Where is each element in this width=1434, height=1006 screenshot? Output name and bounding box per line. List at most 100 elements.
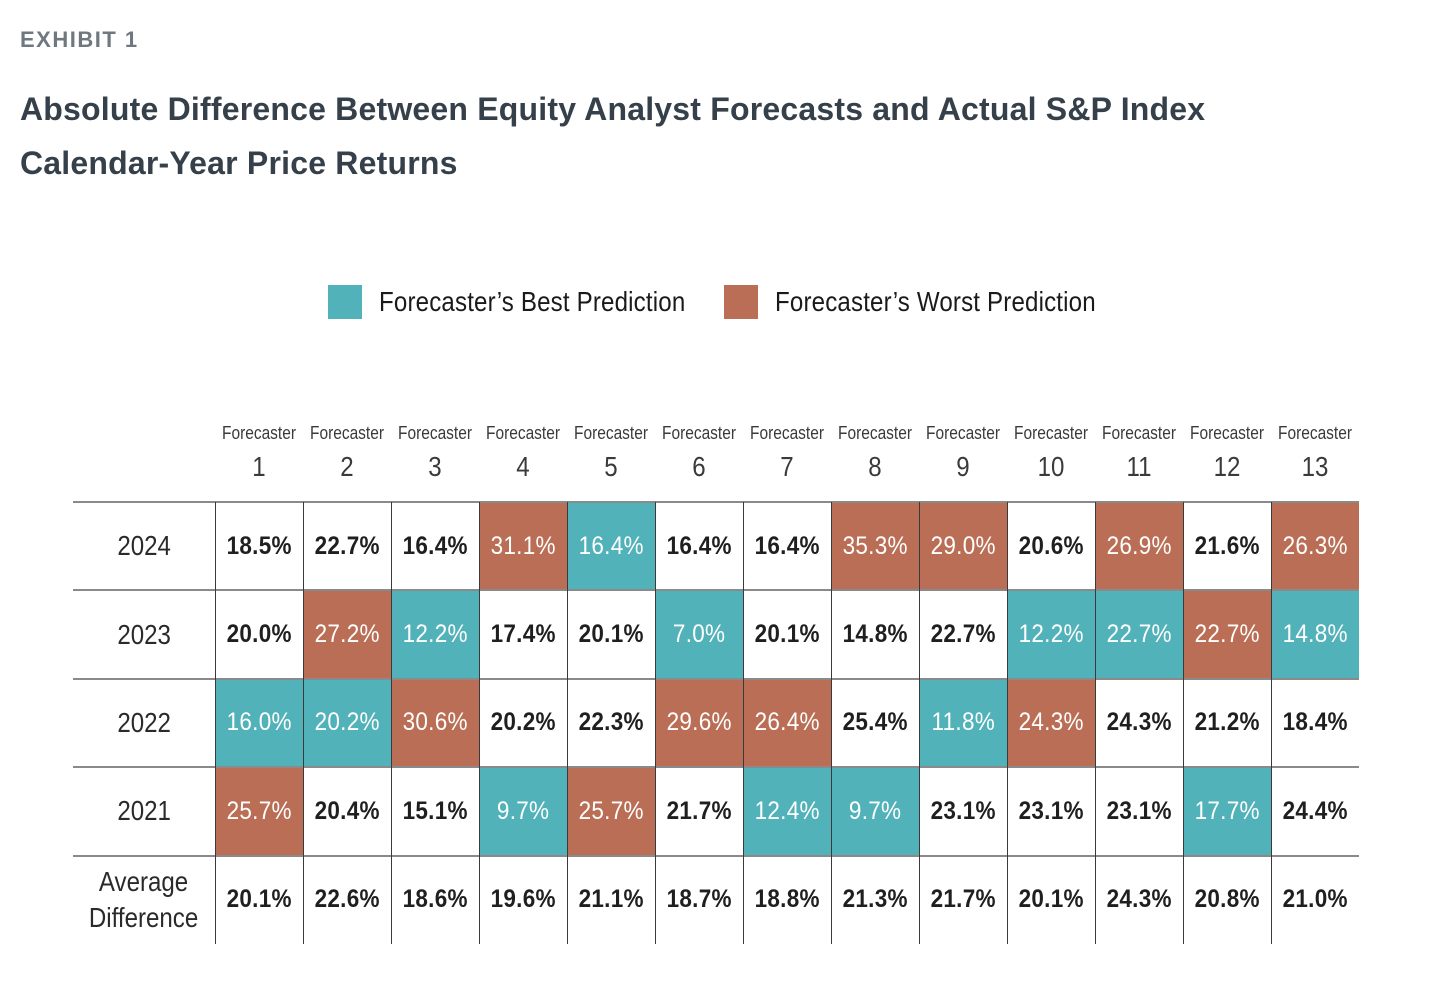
table-cell: 21.7% — [919, 855, 1007, 944]
cell-value: 20.2% — [490, 708, 556, 737]
cell-value: 23.1% — [1018, 796, 1084, 825]
cell-value: 24.3% — [1106, 885, 1172, 914]
cell-value: 22.7% — [1106, 620, 1172, 649]
column-divider — [743, 502, 744, 944]
row-label-line-1: Average — [99, 865, 189, 897]
table-cell: 14.8% — [831, 590, 919, 679]
table-cell-worst: 22.7% — [1183, 590, 1271, 679]
column-divider — [391, 502, 392, 944]
cell-value: 22.7% — [314, 531, 380, 560]
cell-value: 12.2% — [402, 620, 468, 649]
column-header-number: 4 — [516, 451, 530, 482]
table-cell-worst: 26.3% — [1271, 502, 1359, 591]
table-cell: 19.6% — [479, 855, 567, 944]
table-cell-worst: 26.4% — [743, 678, 831, 768]
table-cell: 20.2% — [479, 678, 567, 768]
legend-swatch-best — [328, 285, 362, 319]
table-cell: 21.7% — [655, 767, 743, 856]
column-divider — [1007, 502, 1008, 944]
table-cell: 22.7% — [303, 502, 391, 591]
cell-value: 21.3% — [842, 885, 908, 914]
cell-value: 20.1% — [226, 885, 292, 914]
column-header-number: 3 — [428, 451, 442, 482]
column-divider — [479, 502, 480, 944]
table-cell: 20.0% — [215, 590, 303, 679]
cell-value: 20.0% — [226, 620, 292, 649]
cell-value: 22.6% — [314, 885, 380, 914]
column-header-prefix: Forecaster — [662, 423, 736, 443]
cell-value: 9.7% — [848, 796, 902, 825]
column-divider — [567, 502, 568, 944]
cell-value: 20.1% — [754, 620, 820, 649]
row-label: 2022 — [73, 679, 215, 767]
cell-value: 31.1% — [490, 531, 556, 560]
cell-value: 20.1% — [1018, 885, 1084, 914]
table-cell-best: 16.4% — [567, 502, 655, 591]
cell-value: 14.8% — [842, 620, 908, 649]
cell-value: 20.2% — [314, 708, 380, 737]
column-header: Forecaster 5 — [567, 422, 655, 482]
table-cell: 20.1% — [567, 590, 655, 679]
column-divider — [655, 502, 656, 944]
table-cell: 24.3% — [1095, 678, 1183, 768]
cell-value: 26.3% — [1282, 531, 1348, 560]
column-header: Forecaster 4 — [479, 422, 567, 482]
table-cell: 16.4% — [743, 502, 831, 591]
cell-value: 26.4% — [754, 708, 820, 737]
column-header: Forecaster 12 — [1183, 422, 1271, 482]
row-divider — [73, 766, 1359, 769]
chart-title-line-1: Absolute Difference Between Equity Analy… — [20, 91, 1206, 127]
row-label-text: 2023 — [117, 618, 171, 650]
table-cell: 18.8% — [743, 855, 831, 944]
table-cell-worst: 30.6% — [391, 678, 479, 768]
table-cell: 23.1% — [1095, 767, 1183, 856]
table-cell: 16.4% — [655, 502, 743, 591]
cell-value: 21.2% — [1194, 708, 1260, 737]
cell-value: 9.7% — [496, 796, 550, 825]
table-cell-best: 12.2% — [1007, 590, 1095, 679]
cell-value: 17.4% — [490, 620, 556, 649]
column-header-prefix: Forecaster — [398, 423, 472, 443]
column-header-number: 2 — [340, 451, 354, 482]
row-label-line-2: Difference — [89, 901, 199, 933]
table-cell: 18.6% — [391, 855, 479, 944]
cell-value: 20.6% — [1018, 531, 1084, 560]
table-cell: 21.6% — [1183, 502, 1271, 591]
row-divider — [73, 501, 1359, 503]
cell-value: 17.7% — [1194, 796, 1260, 825]
cell-value: 20.8% — [1194, 885, 1260, 914]
table-cell-best: 14.8% — [1271, 590, 1359, 679]
cell-value: 18.5% — [226, 531, 292, 560]
cell-value: 11.8% — [931, 708, 995, 737]
table-cell: 18.7% — [655, 855, 743, 944]
column-header: Forecaster 6 — [655, 422, 743, 482]
cell-value: 21.7% — [930, 885, 996, 914]
table-cell-worst: 27.2% — [303, 590, 391, 679]
column-header-prefix: Forecaster — [1278, 423, 1352, 443]
row-divider — [73, 677, 1359, 680]
cell-value: 26.9% — [1106, 531, 1172, 560]
column-header: Forecaster 7 — [743, 422, 831, 482]
cell-value: 24.3% — [1018, 708, 1084, 737]
cell-value: 18.6% — [402, 885, 468, 914]
cell-value: 21.0% — [1282, 885, 1348, 914]
column-header-number: 13 — [1301, 451, 1329, 482]
cell-value: 21.1% — [578, 885, 644, 914]
table-cell-worst: 25.7% — [215, 767, 303, 856]
row-label-text: 2024 — [117, 530, 171, 562]
cell-value: 23.1% — [930, 796, 996, 825]
column-header-prefix: Forecaster — [1102, 423, 1176, 443]
cell-value: 16.4% — [578, 531, 644, 560]
legend: Forecaster’s Best Prediction Forecaster’… — [0, 282, 1434, 322]
table-cell: 20.1% — [215, 855, 303, 944]
table-cell-best: 22.7% — [1095, 590, 1183, 679]
column-header-number: 1 — [252, 451, 266, 482]
table-cell: 22.6% — [303, 855, 391, 944]
cell-value: 7.0% — [672, 620, 726, 649]
table-cell-best: 7.0% — [655, 590, 743, 679]
cell-value: 15.1% — [402, 796, 468, 825]
cell-value: 12.4% — [754, 796, 820, 825]
table-cell: 15.1% — [391, 767, 479, 856]
table-cell-best: 9.7% — [831, 767, 919, 856]
table-cell: 21.3% — [831, 855, 919, 944]
